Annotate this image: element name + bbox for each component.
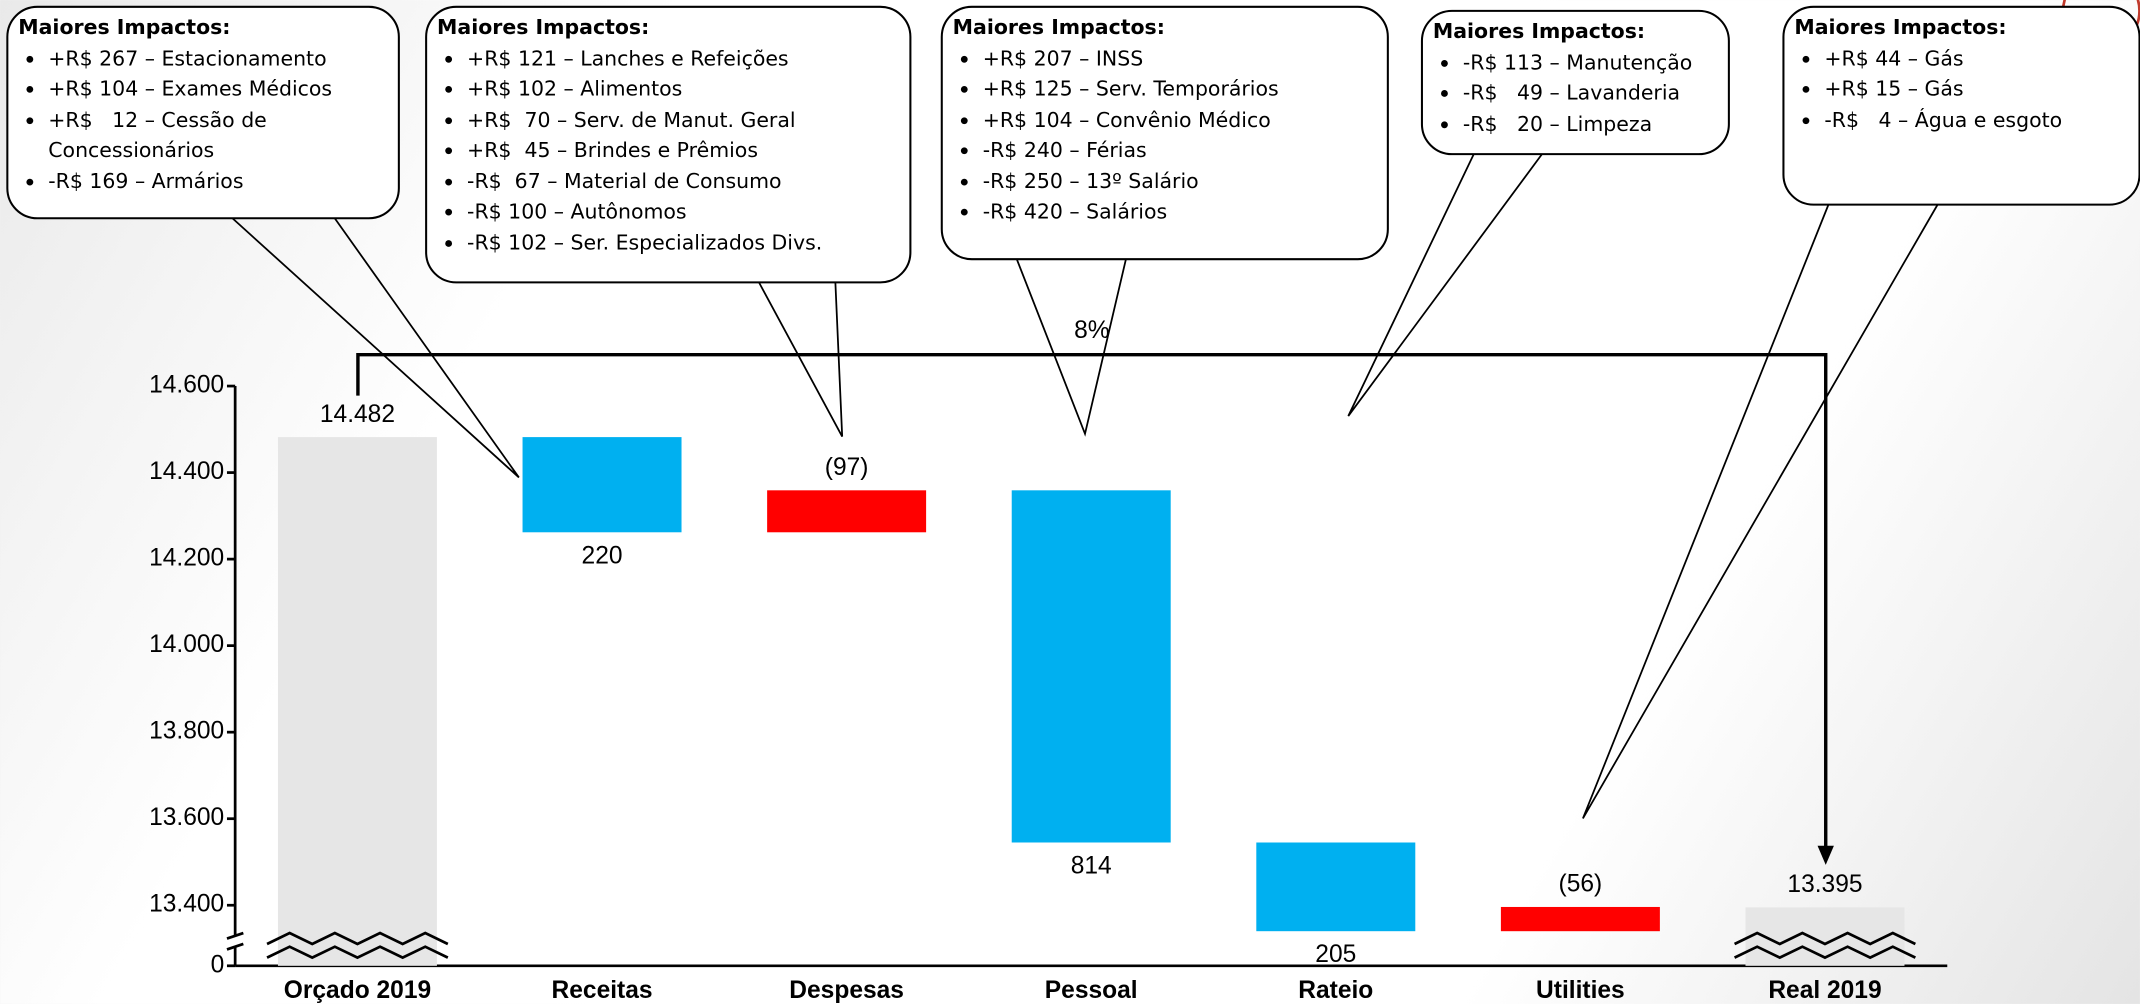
bar xyxy=(1500,906,1660,932)
y-tick-label: 14.200 xyxy=(149,545,224,572)
callout-list: +R$ 207 – INSS+R$ 125 – Serv. Temporário… xyxy=(953,43,1377,227)
callout-item: -R$ 4 – Água e esgoto xyxy=(1824,104,2128,135)
bar xyxy=(1256,842,1416,932)
callout: Maiores Impactos:-R$ 113 – Manutenção-R$… xyxy=(1422,11,1729,154)
callout-item: -R$ 240 – Férias xyxy=(983,135,1377,166)
value-label: 205 xyxy=(1315,941,1356,968)
callout-item: -R$ 169 – Armários xyxy=(48,166,388,197)
callout-content: Maiores Impactos: +R$ 267 – Estacionament… xyxy=(7,7,399,202)
annotation: 8% xyxy=(1074,317,1109,344)
value-label: (97) xyxy=(825,454,869,481)
callout-item: +R$ 102 – Alimentos xyxy=(467,74,899,105)
callout-item: -R$ 102 – Ser. Especializados Divs. xyxy=(467,227,899,258)
arrow-head xyxy=(1817,845,1834,865)
callout: Maiores Impactos: +R$ 121 – Lanches e Ref… xyxy=(426,7,910,283)
callout-title: Maiores Impactos: xyxy=(1794,15,2007,40)
x-tick-label: Receitas xyxy=(552,977,653,1004)
bar xyxy=(1745,907,1905,966)
y-tick-label: 14.400 xyxy=(149,458,224,485)
axis-break xyxy=(226,942,244,951)
callout-item: -R$ 67 – Material de Consumo xyxy=(467,166,899,197)
callout-content: Maiores Impactos: +R$ 44 – Gás+R$ 15 – Gá… xyxy=(1783,7,2139,141)
bar xyxy=(767,490,927,533)
value-label: 14.482 xyxy=(320,401,395,428)
callout-item: -R$ 100 – Autônomos xyxy=(467,196,899,227)
callout-list: +R$ 44 – Gás+R$ 15 – Gás-R$ 4 – Água e e… xyxy=(1794,43,2128,135)
callout-item: +R$ 45 – Brindes e Prêmios xyxy=(467,135,899,166)
bar-break xyxy=(1733,931,1916,946)
callout-item: -R$ 113 – Manutenção xyxy=(1463,47,1718,78)
callout-item: -R$ 250 – 13º Salário xyxy=(983,166,1377,197)
y-tick-label: 13.800 xyxy=(149,718,224,745)
callout-item: -R$ 20 – Limpeza xyxy=(1463,108,1718,139)
y-tick-label: 14.000 xyxy=(149,631,224,658)
callout-item: +R$ 125 – Serv. Temporários xyxy=(983,74,1377,105)
callout-tail xyxy=(1582,204,1939,819)
callout-box xyxy=(1782,5,2140,206)
x-tick-label: Real 2019 xyxy=(1768,977,1881,1004)
callout-box xyxy=(6,5,400,220)
y-tick-label: 14.600 xyxy=(149,372,224,399)
callout-list: +R$ 121 – Lanches e Refeições+R$ 102 – A… xyxy=(437,43,899,258)
callout: Maiores Impactos: +R$ 44 – Gás+R$ 15 – Gá… xyxy=(1783,7,2139,205)
value-label: 814 xyxy=(1071,853,1112,880)
callout-item: +R$ 44 – Gás xyxy=(1824,43,2128,74)
bar-break xyxy=(1733,945,1916,960)
callout-list: -R$ 113 – Manutenção-R$ 49 – Lavanderia-… xyxy=(1433,47,1718,139)
value-label: 13.395 xyxy=(1787,871,1862,898)
x-tick-label: Rateio xyxy=(1298,977,1373,1004)
y-tick-label: 0 xyxy=(211,951,225,978)
callout-title: Maiores Impactos: xyxy=(952,15,1165,40)
x-tick-label: Orçado 2019 xyxy=(284,977,431,1004)
callout-item: +R$ 104 – Convênio Médico xyxy=(983,104,1377,135)
callout-tail xyxy=(758,281,844,437)
callout-item: +R$ 104 – Exames Médicos xyxy=(48,74,388,105)
callout-title: Maiores Impactos: xyxy=(437,15,650,40)
x-tick-label: Utilities xyxy=(1536,977,1625,1004)
callout-box xyxy=(940,5,1389,261)
callout-content: Maiores Impactos: +R$ 121 – Lanches e Ref… xyxy=(426,7,910,263)
callout-item: -R$ 420 – Salários xyxy=(983,196,1377,227)
callout-content: Maiores Impactos:-R$ 113 – Manutenção-R$… xyxy=(1422,11,1729,145)
callout: Maiores Impactos: +R$ 207 – INSS+R$ 125 –… xyxy=(942,7,1388,259)
x-tick-label: Pessoal xyxy=(1045,977,1138,1004)
callout-box xyxy=(1420,9,1730,156)
bracket xyxy=(356,352,1828,849)
callout-tail xyxy=(1347,153,1543,417)
callout-item: +R$ 70 – Serv. de Manut. Geral xyxy=(467,104,899,135)
callout-item: +R$ 207 – INSS xyxy=(983,43,1377,74)
callout-item: +R$ 121 – Lanches e Refeições xyxy=(467,43,899,74)
callout-box xyxy=(425,5,912,284)
callout-item: +R$ 12 – Cessão de Concessionários xyxy=(48,104,388,165)
y-tick-label: 13.600 xyxy=(149,804,224,831)
bar-break xyxy=(266,945,449,960)
bar xyxy=(1011,490,1171,843)
callout: Maiores Impactos: +R$ 267 – Estacionament… xyxy=(7,7,399,218)
bar xyxy=(277,437,437,966)
callout-item: +R$ 15 – Gás xyxy=(1824,74,2128,105)
bar-break xyxy=(266,931,449,946)
callout-content: Maiores Impactos: +R$ 207 – INSS+R$ 125 –… xyxy=(942,7,1388,233)
callout-item: +R$ 267 – Estacionamento xyxy=(48,43,388,74)
axis-break xyxy=(226,931,244,940)
callout-title: Maiores Impactos: xyxy=(1432,19,1646,44)
callout-title: Maiores Impactos: xyxy=(18,15,231,40)
value-label: (56) xyxy=(1559,871,1603,898)
y-tick-label: 13.400 xyxy=(149,891,224,918)
bar xyxy=(522,437,682,533)
callout-tail xyxy=(231,217,520,479)
value-label: 220 xyxy=(582,542,623,569)
callout-list: +R$ 267 – Estacionamento+R$ 104 – Exames… xyxy=(18,43,388,196)
x-tick-label: Despesas xyxy=(789,977,904,1004)
callout-item: -R$ 49 – Lavanderia xyxy=(1463,78,1718,109)
callout-tail xyxy=(1015,258,1127,437)
